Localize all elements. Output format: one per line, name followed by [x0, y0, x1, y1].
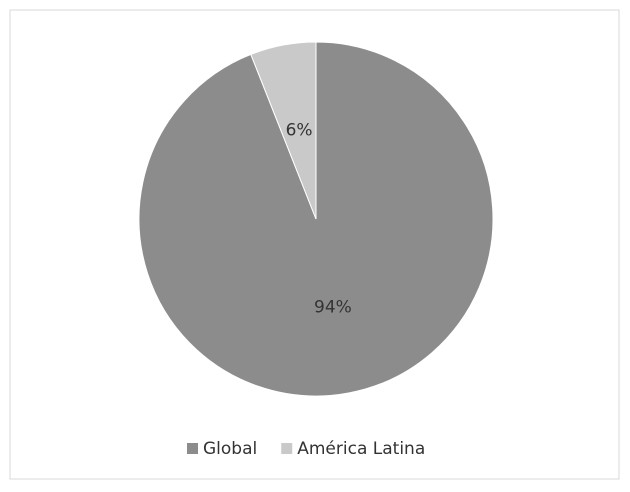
data-label: 94% — [314, 298, 352, 318]
legend-label: América Latina — [297, 439, 425, 459]
pie-slice — [138, 41, 494, 397]
legend-swatch — [187, 443, 198, 454]
legend-label: Global — [203, 439, 257, 459]
legend-swatch — [281, 443, 293, 454]
pie-slice — [250, 41, 317, 220]
data-label: 6% — [286, 120, 313, 140]
